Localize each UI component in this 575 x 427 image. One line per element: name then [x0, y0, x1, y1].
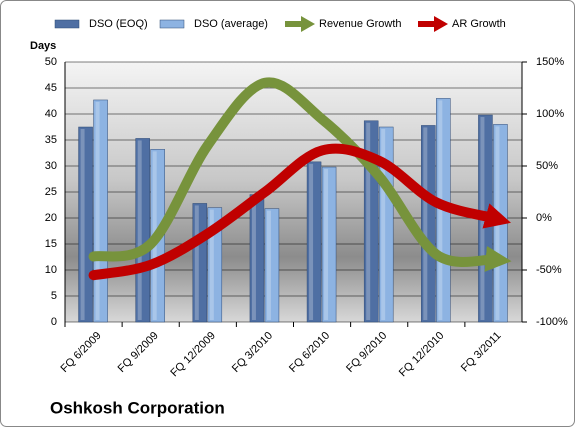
legend-label: Revenue Growth: [319, 18, 402, 30]
chart-title: Oshkosh Corporation: [50, 398, 225, 417]
bar-highlight: [95, 101, 100, 321]
bar: [264, 208, 280, 323]
y2-tick-label: -100%: [536, 316, 568, 328]
bar-highlight: [209, 209, 214, 320]
bar-highlight: [324, 169, 329, 320]
bar-highlight: [137, 140, 142, 320]
y-tick-label: 15: [45, 238, 57, 250]
y-tick-label: 40: [45, 108, 57, 120]
y-tick-label: 5: [51, 290, 57, 302]
bar: [135, 138, 150, 323]
legend-swatch-head: [434, 16, 448, 32]
legend-swatch: [159, 19, 185, 29]
bar-highlight: [366, 122, 371, 320]
legend-swatch: [54, 19, 80, 29]
bar-highlight: [423, 127, 428, 320]
legend-label: DSO (average): [194, 18, 268, 30]
y2-tick-label: 50%: [536, 160, 558, 172]
legend-label: DSO (EOQ): [89, 18, 148, 30]
bar-highlight: [438, 100, 443, 321]
bar: [421, 125, 436, 323]
bar-highlight: [251, 196, 256, 320]
y2-tick-label: 100%: [536, 108, 564, 120]
y-tick-label: 20: [45, 212, 57, 224]
y2-tick-label: -50%: [536, 264, 562, 276]
growth-line: [88, 77, 512, 272]
y2-tick-label: 150%: [536, 56, 564, 68]
y-tick-label: 0: [51, 316, 57, 328]
bar: [321, 166, 337, 323]
legend-swatch-head: [301, 16, 315, 32]
bar: [306, 161, 322, 323]
y-tick-label: 25: [45, 186, 57, 198]
bar-highlight: [266, 210, 271, 320]
bar: [93, 99, 108, 323]
legend-label: AR Growth: [452, 18, 506, 30]
y-tick-label: 45: [45, 82, 57, 94]
y-axis-label: Days: [30, 40, 56, 52]
bar-highlight: [309, 163, 314, 320]
growth-line: [88, 143, 511, 281]
bar-highlight: [80, 129, 85, 320]
bar-highlight: [495, 126, 500, 321]
bar-highlight: [194, 205, 199, 320]
y-tick-label: 35: [45, 134, 57, 146]
bar-highlight: [381, 129, 386, 320]
y-tick-label: 30: [45, 160, 57, 172]
y-tick-label: 10: [45, 264, 57, 276]
y-tick-label: 50: [45, 56, 57, 68]
y2-tick-label: 0%: [536, 212, 552, 224]
